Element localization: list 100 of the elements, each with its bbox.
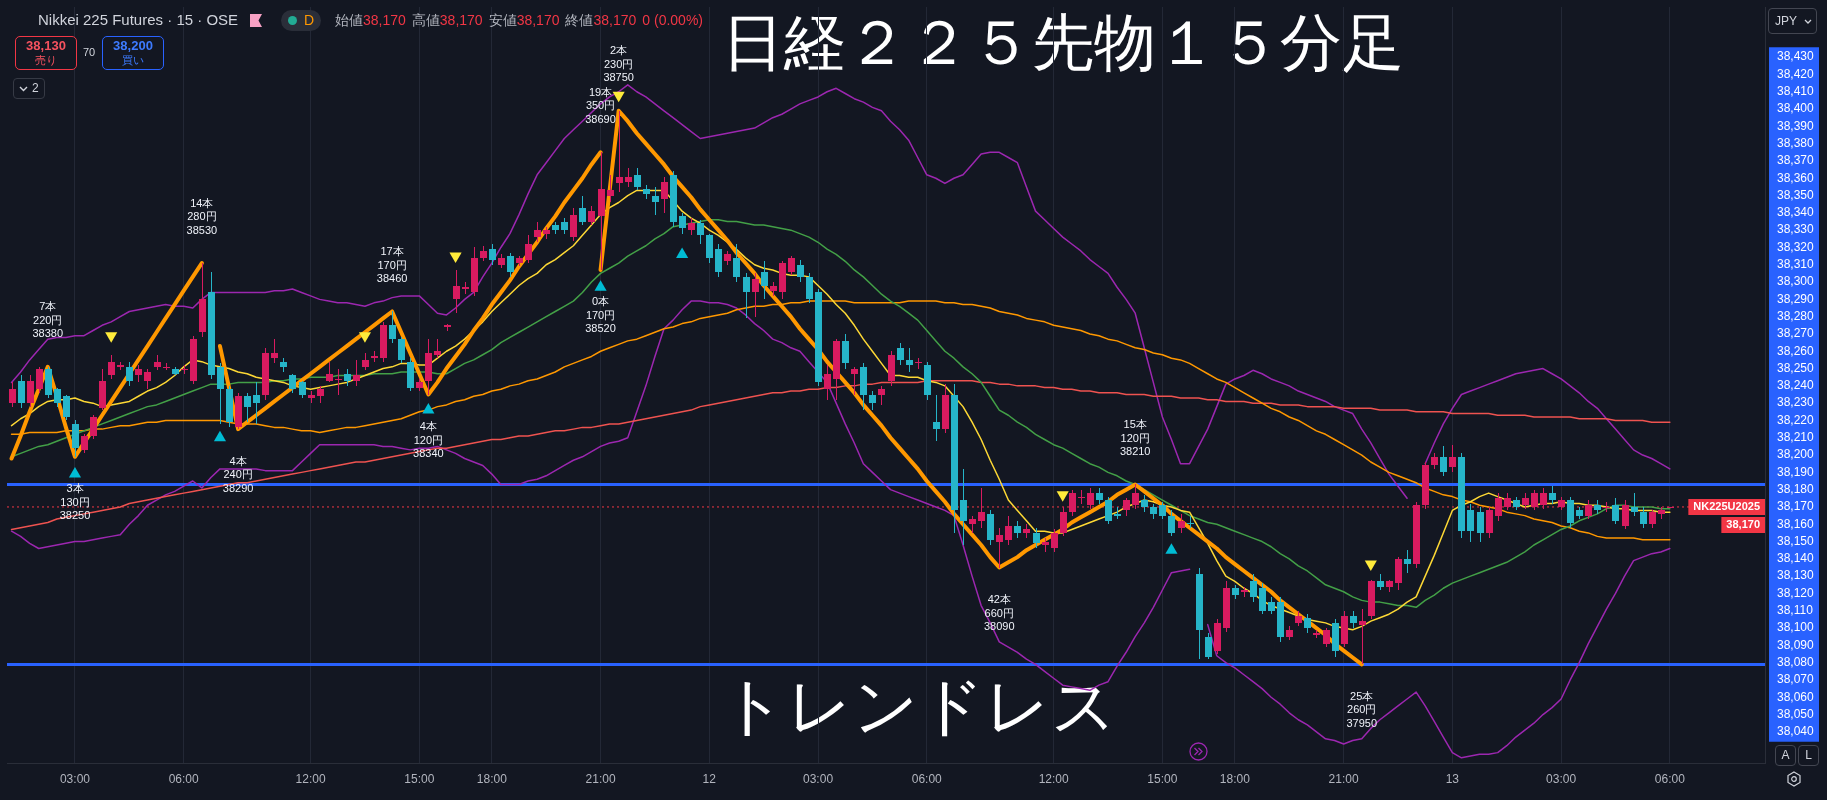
y-tick-label: 38,100 xyxy=(1777,620,1815,635)
annotation: 38,170 xyxy=(593,12,637,30)
y-tick-label: 38,070 xyxy=(1777,672,1815,687)
annotation: 高値 xyxy=(411,12,440,30)
y-tick-label: 38,190 xyxy=(1777,464,1815,479)
y-tick-label: 38,390 xyxy=(1777,118,1815,133)
y-tick-label: 38,050 xyxy=(1777,706,1815,721)
scale-button: L xyxy=(1798,745,1819,766)
x-tick-label: 03:00 xyxy=(1546,771,1577,786)
annotation: D xyxy=(304,12,315,29)
point xyxy=(612,91,625,103)
candlestick xyxy=(1078,490,1085,504)
point xyxy=(449,252,462,264)
x-tick-label: 06:00 xyxy=(1654,771,1686,786)
y-tick-label: 38,310 xyxy=(1777,257,1815,272)
candlestick xyxy=(1359,609,1366,664)
collapse-button: 2 xyxy=(13,78,45,99)
annotation: 25本 260円 37950 xyxy=(1346,689,1378,729)
annotation: 0 (0.00%) xyxy=(642,12,704,30)
y-tick-label: 38,210 xyxy=(1777,430,1815,445)
candlestick xyxy=(1187,516,1194,528)
currency-dropdown: JPY xyxy=(1768,8,1817,34)
candlestick xyxy=(1603,502,1610,512)
point xyxy=(105,332,118,343)
annotation: 38,200 xyxy=(113,38,153,53)
y-tick-label: 38,180 xyxy=(1777,481,1815,496)
point xyxy=(213,430,227,442)
x-tick-label: 21:00 xyxy=(585,771,616,786)
annotation: 始値 xyxy=(335,12,363,30)
y-tick-label: 38,330 xyxy=(1777,222,1815,237)
annotation: 70 xyxy=(83,46,96,58)
chart-title: 日経２２５先物１５分足 xyxy=(722,8,1404,77)
candlestick xyxy=(915,358,922,369)
y-tick-label: 38,380 xyxy=(1777,135,1815,150)
annotation: 15本 120円 38210 xyxy=(1119,418,1151,457)
y-tick-label: 38,170 xyxy=(1777,499,1815,514)
annotation: 38,170 xyxy=(363,12,406,30)
x-tick-label: 06:00 xyxy=(168,771,200,786)
y-tick-label: 38,200 xyxy=(1777,447,1815,462)
annotation: 14本 280円 38530 xyxy=(186,196,218,236)
annotation: 38,170 xyxy=(439,12,483,30)
y-tick-label: 38,080 xyxy=(1777,654,1815,669)
y-tick-label: 38,370 xyxy=(1777,153,1815,168)
x-tick-label: 03:00 xyxy=(803,771,834,786)
annotation: 4本 120円 38340 xyxy=(413,420,444,460)
annotation: 売り xyxy=(35,53,57,67)
y-tick-label: 38,300 xyxy=(1777,274,1815,289)
y-tick-label: 38,120 xyxy=(1777,585,1815,600)
y-tick-label: 38,250 xyxy=(1777,360,1815,375)
y-tick-label: 38,140 xyxy=(1777,551,1815,566)
y-tick-label: 38,220 xyxy=(1777,412,1815,427)
y-tick-label: 38,260 xyxy=(1777,343,1815,358)
x-tick-label: 18:00 xyxy=(476,771,508,786)
x-tick-label: 21:00 xyxy=(1328,771,1359,786)
y-tick-label: 38,270 xyxy=(1777,326,1815,341)
x-tick-label: 12:00 xyxy=(295,771,326,786)
annotation: 安値 xyxy=(488,12,517,30)
scale-button: A xyxy=(1775,745,1796,766)
y-tick-label: 38,350 xyxy=(1777,187,1815,202)
annotation: 終値 xyxy=(565,12,594,30)
point xyxy=(358,332,372,343)
x-tick-label: 13 xyxy=(1445,771,1460,786)
x-tick-label: 06:00 xyxy=(911,771,943,786)
y-tick-label: 38,060 xyxy=(1777,689,1815,704)
annotation: 38,170 xyxy=(516,12,560,30)
x-tick-label: 12:00 xyxy=(1038,771,1069,786)
y-tick-label: 38,240 xyxy=(1777,378,1815,393)
y-tick-label: 38,410 xyxy=(1777,84,1815,99)
x-tick-label: 12 xyxy=(702,771,717,786)
annotation: 2 xyxy=(32,81,39,95)
annotation: 2本 230円 38750 xyxy=(603,44,634,84)
text: トレンドレス xyxy=(721,670,1117,742)
y-tick-label: 38,230 xyxy=(1777,395,1815,410)
y-tick-label: 38,290 xyxy=(1777,291,1815,306)
point xyxy=(68,467,82,478)
annotation: 7本 220円 38380 xyxy=(32,300,64,340)
y-tick-label: 38,320 xyxy=(1777,239,1815,254)
y-tick-label: 38,420 xyxy=(1777,66,1815,81)
y-tick-label: 38,150 xyxy=(1777,533,1815,548)
annotation: 17本 170円 38460 xyxy=(376,245,408,285)
y-tick-label: 38,130 xyxy=(1777,568,1815,583)
x-tick-label: 03:00 xyxy=(59,771,91,786)
y-tick-label: 38,110 xyxy=(1777,603,1814,618)
y-tick-label: 38,040 xyxy=(1777,724,1815,739)
annotation: 買い xyxy=(122,53,144,67)
x-tick-label: 18:00 xyxy=(1219,771,1251,786)
y-tick-label: 38,090 xyxy=(1777,637,1815,652)
annotation: Nikkei 225 Futures · 15 · OSE xyxy=(38,11,239,28)
annotation: 0本 170円 38520 xyxy=(585,295,616,335)
y-tick-label: 38,160 xyxy=(1777,516,1815,531)
buy-button: 38,200 買い xyxy=(102,36,164,70)
y-tick-label: 38,280 xyxy=(1777,308,1815,323)
sell-button: 38,130 売り xyxy=(15,36,77,70)
y-tick-label: 38,430 xyxy=(1777,49,1815,64)
annotation: 38,170 xyxy=(1726,518,1761,531)
annotation: 38,130 xyxy=(26,38,66,53)
candlestick xyxy=(335,369,342,395)
y-tick-label: 38,400 xyxy=(1777,101,1815,116)
x-tick-label: 15:00 xyxy=(1147,771,1178,786)
point xyxy=(1165,543,1178,554)
